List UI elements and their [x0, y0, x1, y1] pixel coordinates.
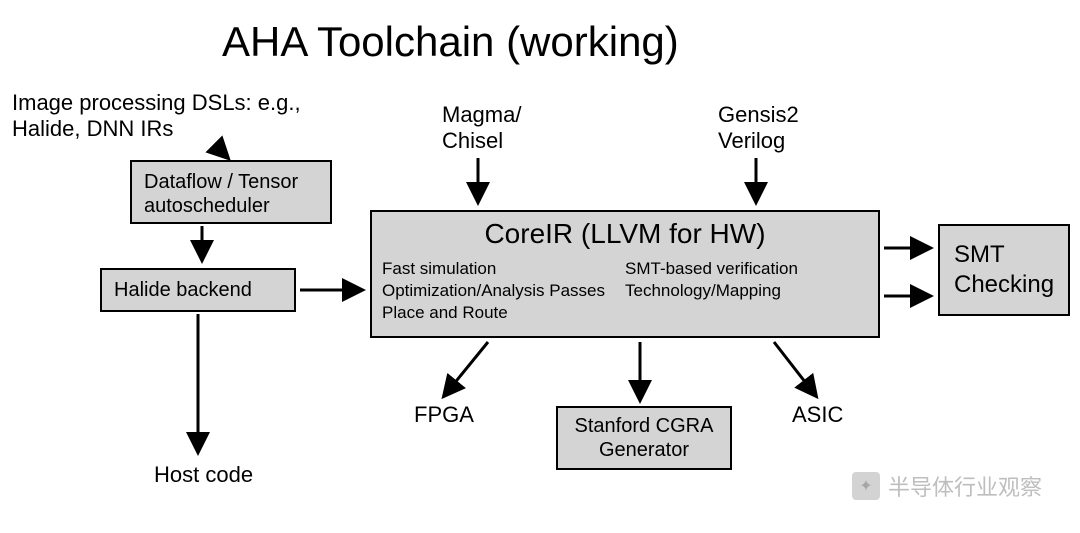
coreir-col2: SMT-based verification Technology/Mappin…: [625, 258, 868, 324]
edge-coreir-fpga: [444, 342, 488, 396]
label-magma: Magma/ Chisel: [442, 102, 521, 155]
label-hostcode: Host code: [154, 462, 253, 488]
label-dsl: Image processing DSLs: e.g., Halide, DNN…: [12, 90, 301, 143]
node-cgra: Stanford CGRA Generator: [556, 406, 732, 470]
node-halide: Halide backend: [100, 268, 296, 312]
edge-coreir-asic: [774, 342, 816, 396]
node-autoscheduler: Dataflow / Tensor autoscheduler: [130, 160, 332, 224]
watermark: ✦ 半导体行业观察: [852, 470, 1042, 502]
label-fpga: FPGA: [414, 402, 474, 428]
watermark-text: 半导体行业观察: [888, 470, 1042, 502]
diagram-title: AHA Toolchain (working): [222, 18, 679, 66]
node-coreir: CoreIR (LLVM for HW) Fast simulation Opt…: [370, 210, 880, 338]
edge-dsl-autoscheduler: [218, 148, 228, 158]
coreir-title: CoreIR (LLVM for HW): [372, 218, 878, 250]
wechat-icon: ✦: [852, 472, 880, 500]
node-smt: SMT Checking: [938, 224, 1070, 316]
label-genesis: Gensis2 Verilog: [718, 102, 799, 155]
label-asic: ASIC: [792, 402, 843, 428]
coreir-col1: Fast simulation Optimization/Analysis Pa…: [382, 258, 625, 324]
